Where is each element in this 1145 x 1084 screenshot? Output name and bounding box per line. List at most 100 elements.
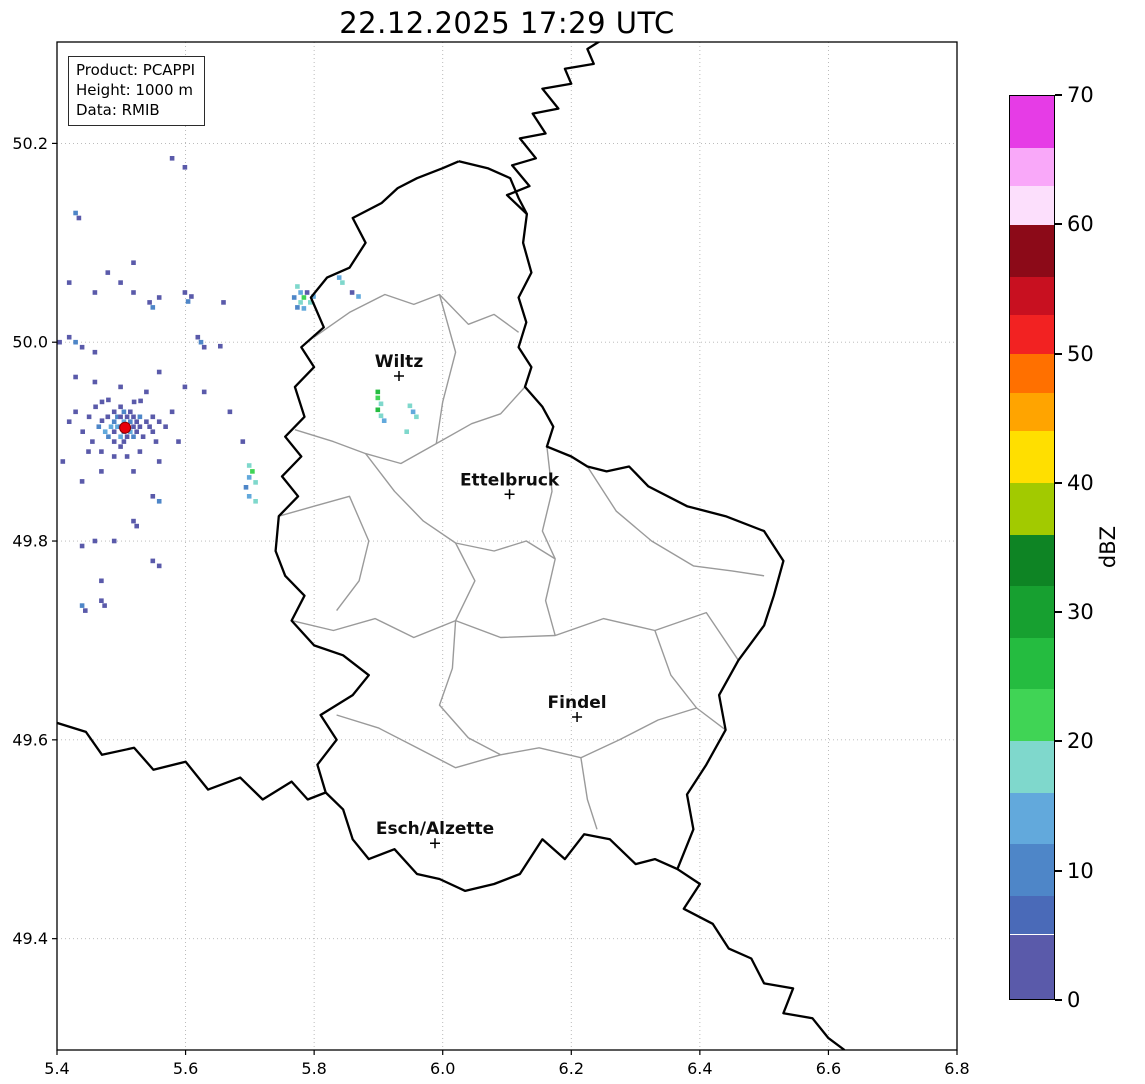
radar-echo-pixel (118, 414, 123, 420)
colorbar-band (1010, 96, 1054, 148)
x-tick-label: 5.4 (44, 1059, 69, 1078)
radar-echo-pixel (93, 404, 98, 410)
district-border (294, 386, 526, 465)
radar-echo-pixel (246, 463, 252, 468)
radar-echo-pixel (298, 300, 303, 305)
radar-echo-pixel (176, 439, 181, 444)
colorbar-tick-mark (1055, 481, 1062, 484)
radar-echo-pixel (156, 369, 162, 375)
product-info-box: Product: PCAPPI Height: 1000 m Data: RMI… (68, 56, 206, 127)
radar-echo-pixel (118, 404, 123, 410)
radar-echo-pixel (131, 290, 136, 295)
colorbar-tick-label: 30 (1067, 600, 1094, 625)
x-tick-label: 6.4 (687, 1059, 712, 1078)
radar-echo-pixel (73, 409, 78, 415)
radar-echo-pixel (79, 479, 85, 484)
colorbar-axis-label: dBZ (1096, 525, 1120, 569)
colorbar-band (1010, 276, 1054, 316)
colorbar-tick-mark (1055, 611, 1062, 614)
radar-echo-pixel (134, 429, 139, 434)
radar-echo-pixel (253, 480, 258, 485)
radar-echo-pixel (295, 284, 300, 289)
country-border (676, 868, 846, 1050)
radar-echo-pixel (92, 538, 98, 544)
radar-echo-pixel (128, 429, 133, 434)
radar-echo-pixel (150, 414, 156, 420)
radar-echo-pixel (375, 395, 381, 401)
colorbar-band (1010, 689, 1054, 741)
city-plus-marker (394, 371, 404, 382)
map-layers: Wiltz Ettelbruck Findel Esch/Alzette (57, 42, 846, 1050)
radar-echo-pixel (121, 409, 127, 415)
radar-echo-pixel (195, 334, 201, 340)
radar-echo-pixel (246, 494, 252, 499)
radar-echo-pixel (201, 389, 207, 395)
radar-echo-pixel (301, 306, 307, 311)
colorbar-band (1010, 844, 1054, 896)
radar-echo-pixel (118, 280, 123, 285)
radar-echo-pixel (156, 295, 162, 300)
colorbar-band (1010, 792, 1054, 845)
colorbar-tick-mark (1055, 352, 1062, 355)
colorbar-tick-label: 40 (1067, 470, 1094, 495)
radar-echo-pixel (102, 429, 108, 434)
radar-echo-pixel (111, 429, 117, 434)
radar-echo-pixel (150, 429, 156, 434)
y-tick-label: 50.2 (12, 134, 48, 153)
radar-echo-pixel (131, 424, 136, 429)
radar-echo-pixel (349, 290, 355, 295)
city-label: Esch/Alzette (376, 819, 494, 839)
radar-echo-pixel (106, 434, 111, 439)
radar-echo-pixel (138, 398, 143, 404)
radar-echo-pixel (375, 389, 381, 395)
figure-title: 22.12.2025 17:29 UTC (339, 6, 675, 40)
radar-echo-pixel (147, 424, 152, 429)
colorbar-tick-label: 20 (1067, 729, 1094, 754)
colorbar-band (1010, 586, 1054, 638)
radar-echo-pixel (134, 419, 139, 424)
radar-echo-pixel (106, 397, 111, 403)
radar-echo-pixel (105, 270, 111, 275)
y-tick-label: 49.4 (12, 929, 48, 948)
plot-frame (56, 41, 958, 1051)
radar-echo-pixel (137, 449, 143, 454)
radar-echo-pixel (99, 418, 105, 423)
radar-echo-pixel (381, 418, 387, 423)
colorbar-band (1010, 483, 1054, 535)
radar-echo-pixel (111, 409, 117, 415)
colorbar-tick-mark (1055, 740, 1062, 743)
radar-echo-pixel (131, 260, 136, 265)
radar-echo-pixel (243, 485, 249, 490)
radar-echo-pixel (378, 401, 384, 407)
radar-echo-pixel (140, 434, 146, 439)
radar-echo-pixel (57, 339, 62, 345)
colorbar-band (1010, 354, 1054, 393)
radar-echo-pixel (295, 305, 300, 310)
radar-echo-pixel (99, 598, 104, 603)
country-border (505, 42, 601, 215)
radar-echo-pixel (131, 434, 136, 439)
radar-echo-pixel (79, 543, 85, 549)
radar-echo-pixel (118, 434, 123, 439)
radar-echo-pixel (189, 294, 194, 299)
radar-echo-pixel (115, 414, 120, 420)
radar-echo-pixel (86, 414, 92, 420)
radar-echo-pixel (156, 499, 162, 504)
radar-echo-pixel (73, 374, 78, 380)
radar-echo-pixel (253, 499, 258, 504)
district-border (654, 630, 698, 709)
district-border (336, 714, 501, 769)
country-border (57, 721, 327, 801)
radar-echo-pixel (137, 414, 143, 420)
y-tick-label: 49.6 (12, 730, 48, 749)
radar-echo-pixel (240, 439, 246, 444)
radar-echo-pixel (311, 294, 316, 299)
colorbar-tick-label: 70 (1067, 83, 1094, 107)
radar-site-marker (119, 421, 132, 434)
city-label: Wiltz (375, 352, 424, 372)
district-border (438, 620, 501, 756)
colorbar-band (1010, 225, 1054, 277)
radar-echo-pixel (124, 434, 130, 439)
district-border (435, 294, 457, 444)
colorbar (1009, 95, 1055, 1000)
